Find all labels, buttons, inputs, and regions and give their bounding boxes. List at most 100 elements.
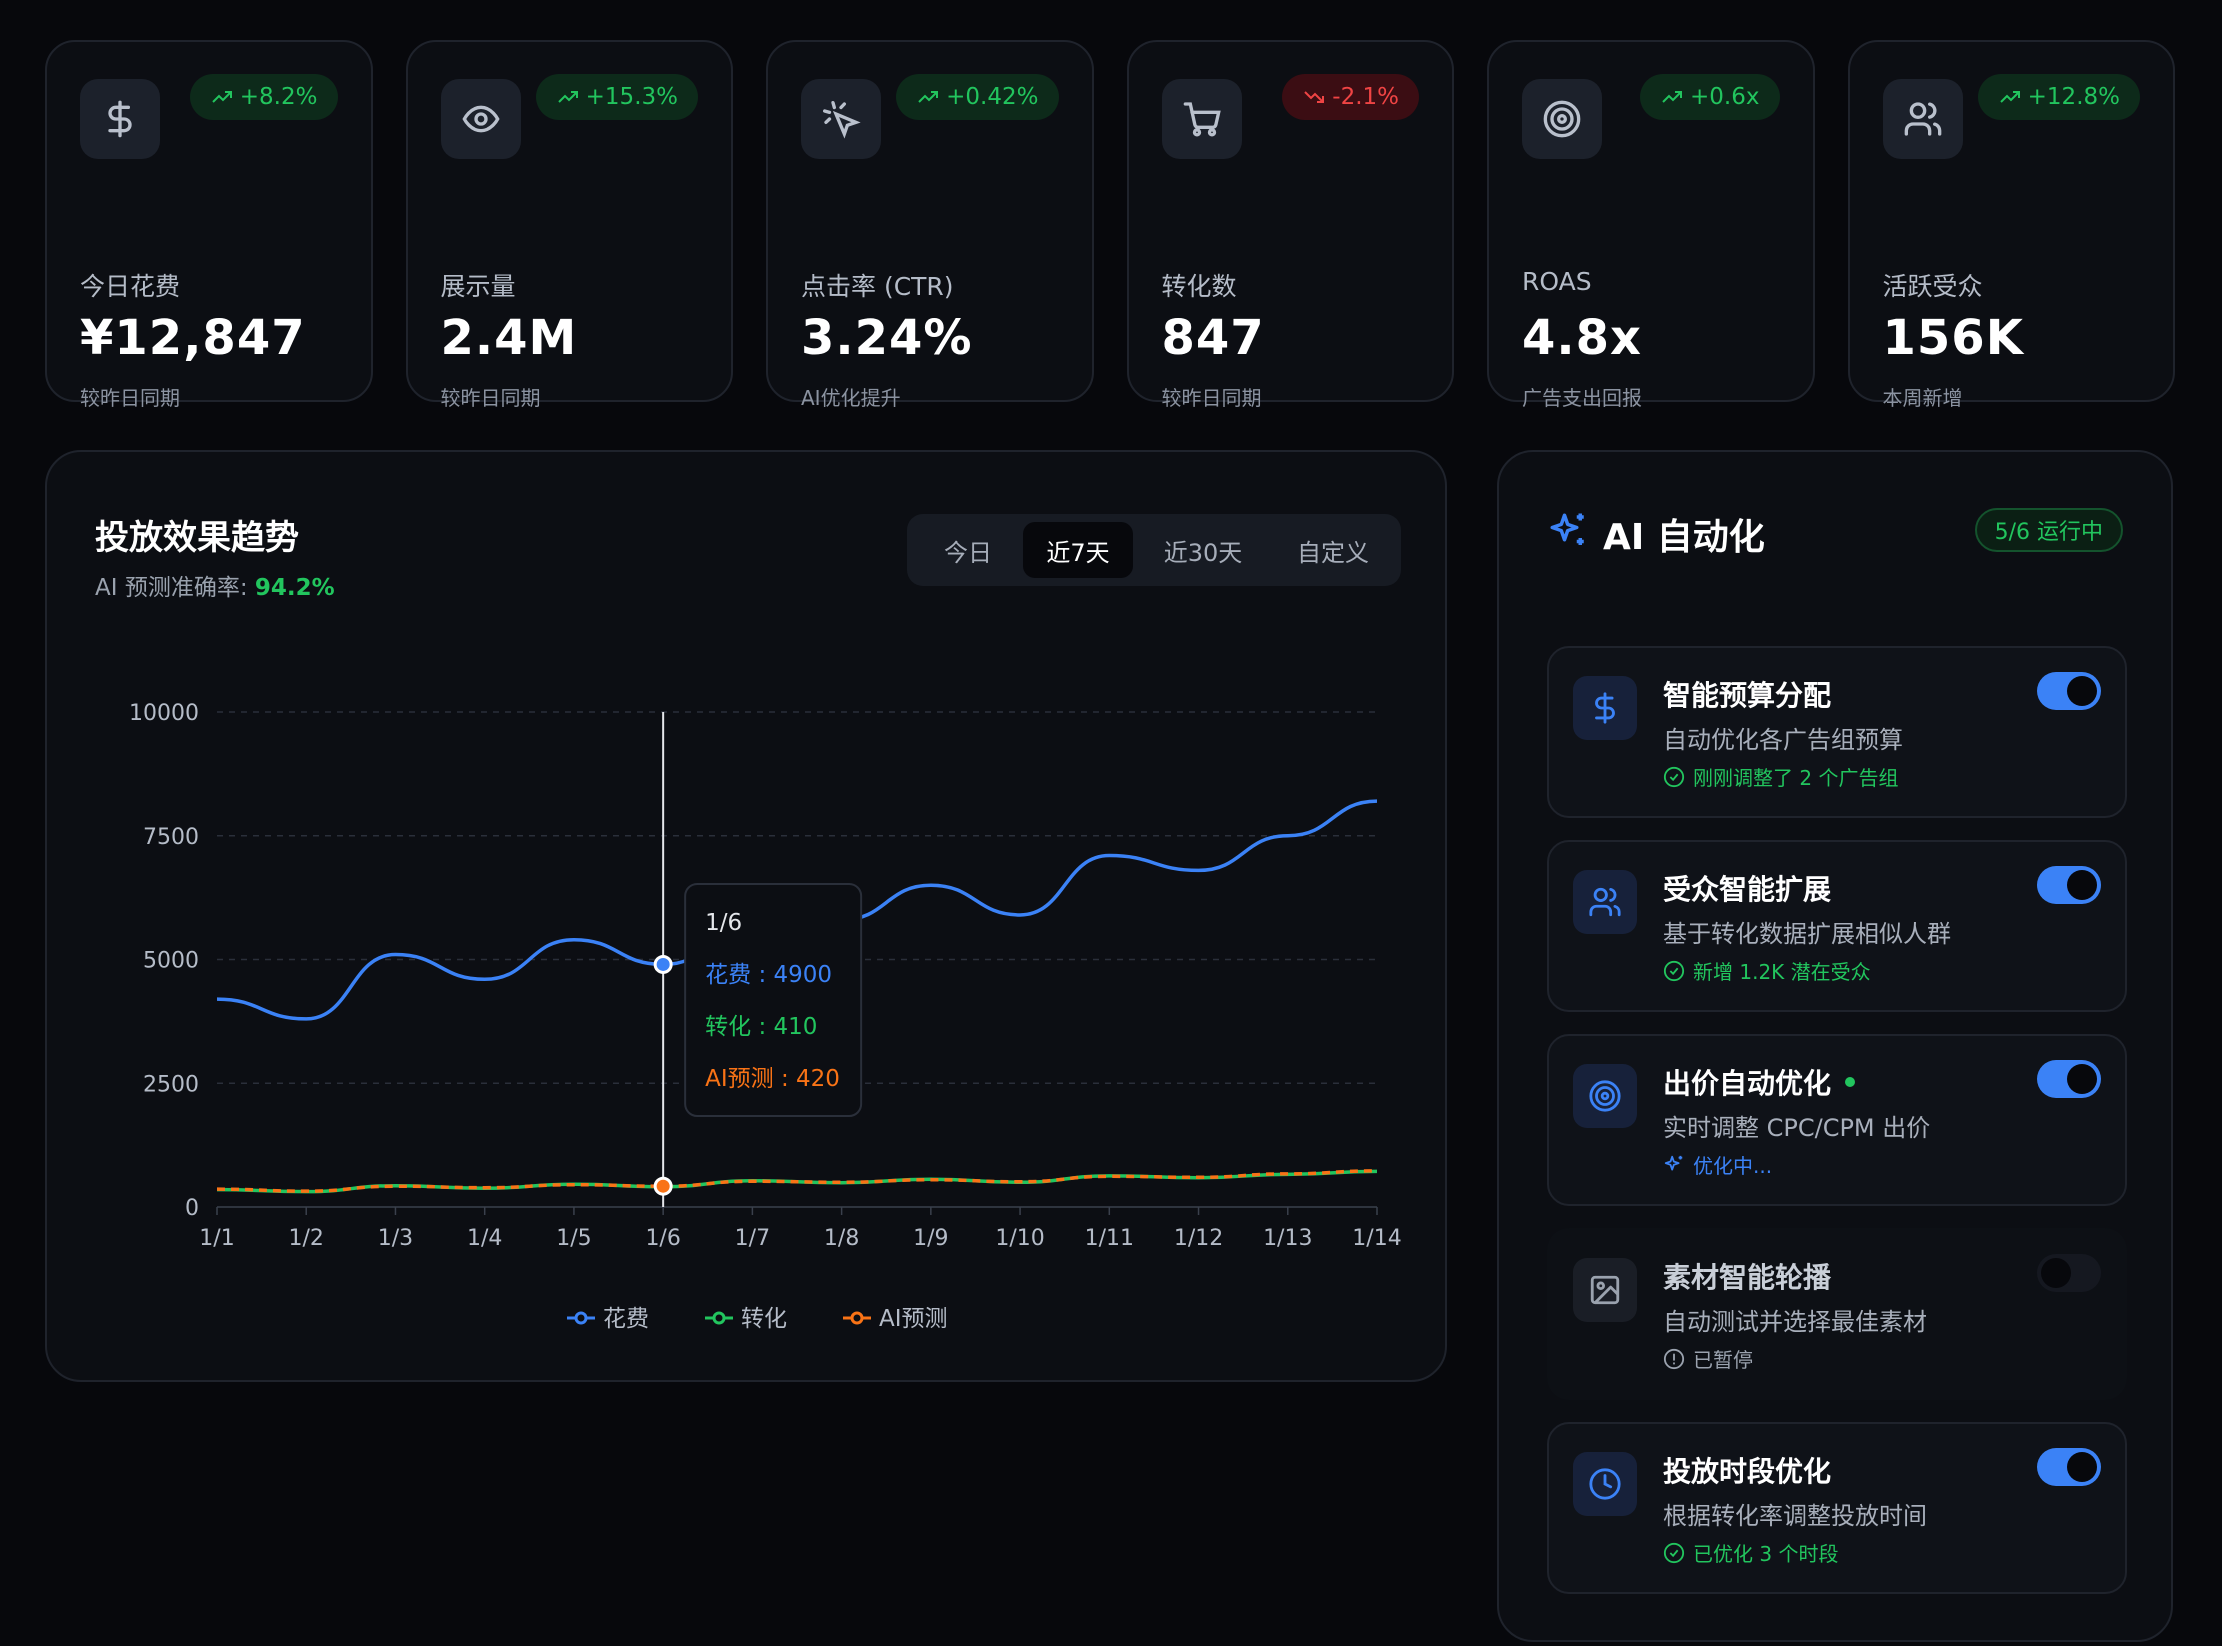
stat-value: 3.24% (801, 310, 973, 366)
automation-audience[interactable]: 受众智能扩展 基于转化数据扩展相似人群 新增 1.2K 潜在受众 (1547, 840, 2127, 1012)
automation-name: 投放时段优化 (1663, 1450, 1831, 1490)
automation-creative[interactable]: 素材智能轮播 自动测试并选择最佳素材 已暂停 (1547, 1228, 2127, 1400)
automation-name: 智能预算分配 (1663, 674, 1831, 714)
ai-accuracy: AI 预测准确率: 94.2% (95, 568, 335, 602)
hover-point-2 (653, 1176, 673, 1196)
stat-sub: 广告支出回报 (1522, 386, 1642, 410)
y-tick-label: 0 (185, 1196, 199, 1221)
x-tick-label: 1/6 (645, 1226, 680, 1251)
sparkles-icon (1664, 1155, 1683, 1170)
automation-name: 出价自动优化 (1663, 1062, 1856, 1102)
stat-card-conversions[interactable]: -2.1% 转化数 847 较昨日同期 (1126, 40, 1454, 410)
eye-icon (440, 79, 521, 159)
stat-label: 展示量 (440, 272, 516, 301)
check-circle-icon (1663, 766, 1685, 787)
y-tick-label: 7500 (143, 825, 199, 850)
ai-accuracy-value: 94.2% (254, 575, 335, 601)
automation-name-text: 出价自动优化 (1663, 1067, 1832, 1100)
stat-label: 转化数 (1161, 272, 1237, 301)
tooltip-box (684, 883, 863, 1117)
trend-value: -2.1% (1332, 84, 1399, 110)
stat-label: ROAS (1522, 267, 1592, 296)
legend-label: 转化 (741, 1306, 787, 1332)
trend-value: +8.2% (239, 84, 318, 110)
automation-name-text: 素材智能轮播 (1663, 1261, 1832, 1294)
stat-sub: 较昨日同期 (440, 386, 541, 410)
running-badge: 5/6 运行中 (1974, 508, 2123, 552)
automation-status-text: 新增 1.2K 潜在受众 (1693, 960, 1871, 984)
legend-swatch-dot (574, 1311, 588, 1325)
stat-card-audience[interactable]: +12.8% 活跃受众 156K 本周新增 (1847, 40, 2175, 410)
check-circle-icon (1663, 960, 1685, 981)
trend-up-icon (557, 91, 578, 103)
legend-label: 花费 (603, 1306, 649, 1332)
x-tick-label: 1/11 (1085, 1226, 1134, 1251)
range-tabs: 今日 近7天 近30天 自定义 (907, 514, 1401, 586)
trend-value: +12.8% (2027, 84, 2120, 110)
stat-value: 156K (1882, 310, 2024, 366)
stat-card-impressions[interactable]: +15.3% 展示量 2.4M 较昨日同期 (405, 40, 733, 410)
stat-sub: AI优化提升 (801, 386, 901, 410)
dollar-icon (80, 79, 160, 159)
automation-toggle[interactable] (2037, 672, 2101, 710)
automation-name-text: 智能预算分配 (1663, 679, 1832, 712)
toggle-knob (2067, 870, 2097, 900)
trend-up-icon (1999, 91, 2020, 103)
tooltip-row: 花费 : 4900 (705, 962, 832, 988)
trend-value: +15.3% (585, 84, 678, 110)
x-tick-label: 1/2 (289, 1226, 324, 1251)
stat-value: 2.4M (440, 310, 578, 366)
trend-badge: +8.2% (189, 74, 338, 120)
tab-today[interactable]: 今日 (944, 538, 992, 567)
ai-panel-title: AI 自动化 (1603, 517, 1765, 558)
automation-toggle[interactable] (2037, 866, 2101, 904)
x-tick-label: 1/13 (1263, 1226, 1312, 1251)
automation-name-text: 投放时段优化 (1663, 1455, 1832, 1488)
trend-down-icon (1304, 91, 1325, 103)
x-tick-label: 1/8 (824, 1226, 859, 1251)
x-tick-label: 1/1 (199, 1226, 234, 1251)
automation-status-text: 刚刚调整了 2 个广告组 (1693, 766, 1899, 790)
stats-row: +8.2% 今日花费 ¥12,847 较昨日同期 +15.3% 展示量 2.4M… (45, 40, 2175, 410)
x-tick-label: 1/3 (378, 1226, 413, 1251)
automation-schedule[interactable]: 投放时段优化 根据转化率调整投放时间 已优化 3 个时段 (1547, 1422, 2127, 1594)
automation-budget[interactable]: 智能预算分配 自动优化各广告组预算 刚刚调整了 2 个广告组 (1547, 646, 2127, 818)
automation-toggle[interactable] (2037, 1448, 2101, 1486)
automation-desc: 根据转化率调整投放时间 (1663, 1502, 1927, 1530)
automation-name-text: 受众智能扩展 (1663, 873, 1832, 906)
stat-value: 4.8x (1522, 310, 1642, 366)
sparkles-icon (1550, 513, 1584, 545)
automation-desc: 自动优化各广告组预算 (1663, 726, 1903, 754)
stat-card-roas[interactable]: +0.6x ROAS 4.8x 广告支出回报 (1487, 40, 1815, 410)
stat-card-ctr[interactable]: +0.42% 点击率 (CTR) 3.24% AI优化提升 (766, 40, 1094, 410)
image-icon (1573, 1258, 1637, 1322)
clock-icon (1573, 1452, 1637, 1516)
tab-30days[interactable]: 近30天 (1163, 538, 1243, 567)
cart-icon (1161, 79, 1242, 159)
live-indicator (1845, 1077, 1856, 1087)
automation-bidding[interactable]: 出价自动优化 实时调整 CPC/CPM 出价 优化中... (1547, 1034, 2127, 1206)
automation-status: 已暂停 (1663, 1344, 1753, 1373)
x-tick-label: 1/12 (1174, 1226, 1223, 1251)
x-tick-label: 1/14 (1352, 1226, 1401, 1251)
automation-status: 已优化 3 个时段 (1663, 1538, 1838, 1567)
automation-toggle[interactable] (2037, 1254, 2101, 1292)
ai-accuracy-label: AI 预测准确率: (95, 575, 255, 601)
trend-chart[interactable]: 0 2500 5000 7500 10000 1/1 1/2 1/3 1/4 1/5 1/6 1/7 1… (47, 452, 1447, 1382)
automation-status: 优化中... (1663, 1150, 1772, 1179)
tooltip-row: AI预测 : 420 (705, 1066, 840, 1092)
stat-sub: 较昨日同期 (80, 386, 180, 410)
stat-label: 今日花费 (80, 272, 181, 301)
automation-status-text: 已暂停 (1693, 1348, 1753, 1372)
stat-card-spend[interactable]: +8.2% 今日花费 ¥12,847 较昨日同期 (45, 40, 373, 410)
trend-badge: +15.3% (535, 74, 698, 120)
x-tick-label: 1/9 (913, 1226, 948, 1251)
cursor-click-icon (801, 79, 881, 159)
tab-custom[interactable]: 自定义 (1297, 538, 1369, 567)
stat-sub: 本周新增 (1882, 386, 1963, 410)
tab-7days[interactable]: 近7天 (1023, 522, 1133, 578)
trend-badge: +0.42% (896, 74, 1059, 120)
automation-toggle[interactable] (2037, 1060, 2101, 1098)
trend-up-icon (918, 91, 939, 103)
alert-circle-icon (1663, 1348, 1685, 1369)
